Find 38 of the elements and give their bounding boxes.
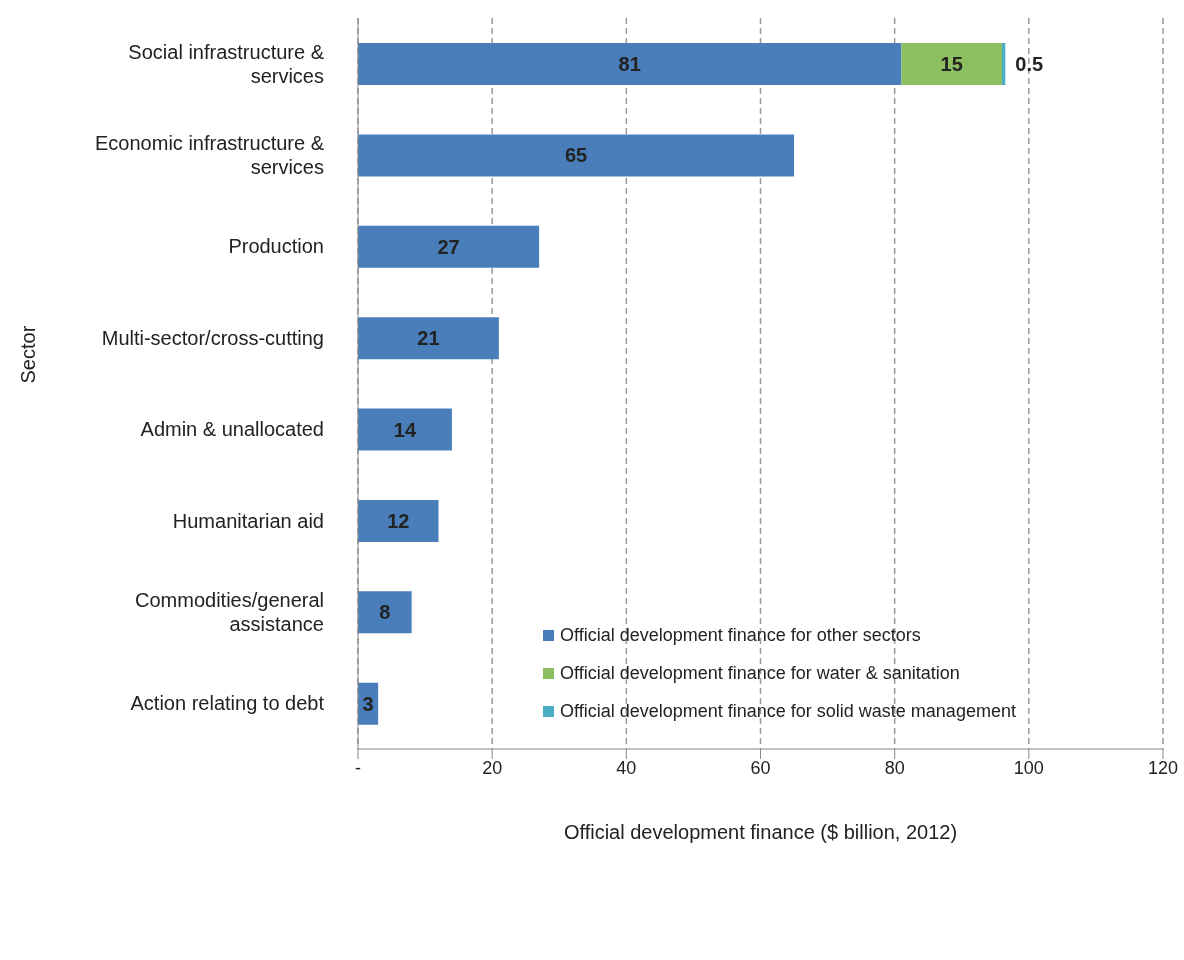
- data-label: 14: [393, 418, 417, 441]
- data-label: 12: [387, 509, 410, 532]
- legend-label: Official development finance for solid waste management: [559, 699, 1017, 723]
- data-label: 3: [362, 692, 374, 715]
- x-tick-label: 40: [616, 757, 637, 778]
- data-label: 15: [940, 53, 963, 75]
- data-label: 21: [417, 327, 440, 350]
- y-tick-label: Commodities/general assistance: [135, 588, 324, 635]
- x-tick-label: 60: [750, 757, 771, 778]
- bar: [358, 499, 439, 542]
- x-tick-label: 100: [1013, 757, 1044, 778]
- y-tick-label: Social infrastructure & services: [128, 40, 325, 87]
- legend-label: Official development finance for water & sanitation: [559, 661, 961, 685]
- bar: [901, 43, 1002, 85]
- x-tick-label: 80: [884, 757, 905, 778]
- bar: [358, 408, 452, 451]
- y-tick-label: Action relating to debt: [130, 692, 325, 715]
- data-label: 0.5: [1015, 53, 1044, 75]
- y-tick-label: Multi-sector/cross-cutting: [101, 326, 324, 349]
- bar: [358, 43, 902, 85]
- data-label: 81: [618, 53, 641, 75]
- bar: [358, 591, 412, 634]
- data-label: 65: [564, 144, 588, 167]
- data-label: 27: [437, 235, 460, 258]
- y-tick-label: Economic infrastructure & services: [95, 132, 325, 179]
- y-tick-label: Admin & unallocated: [140, 418, 324, 441]
- y-tick-label: Humanitarian aid: [172, 509, 324, 532]
- bar: [358, 317, 499, 360]
- legend-label: Official development finance for other sectors: [559, 623, 922, 647]
- x-tick-label: -: [355, 757, 361, 778]
- y-axis-title: Sector: [17, 325, 40, 384]
- bar: [358, 225, 540, 268]
- y-tick-label: Production: [228, 235, 324, 258]
- bar: [358, 134, 795, 177]
- x-axis-title: Official development finance ($ billion, 2012): [563, 821, 958, 843]
- data-label: 8: [379, 601, 391, 624]
- x-tick-label: 20: [482, 757, 503, 778]
- x-tick-label: 120: [1147, 757, 1179, 778]
